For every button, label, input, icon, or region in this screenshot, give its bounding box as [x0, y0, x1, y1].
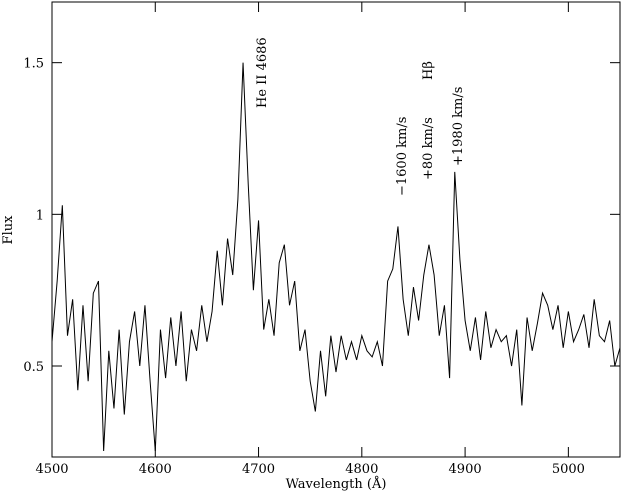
x-tick-label: 4800: [345, 462, 378, 477]
x-tick-label: 4900: [449, 462, 482, 477]
x-tick-label: 4600: [139, 462, 172, 477]
x-tick-label: 5000: [552, 462, 585, 477]
spectrum-line: [51, 62, 621, 451]
annotation: −1600 km/s: [395, 117, 410, 196]
annotation: +1980 km/s: [451, 87, 466, 166]
annotation: Hβ: [421, 61, 436, 80]
x-tick-label: 4700: [242, 462, 275, 477]
y-axis-label: Flux: [1, 215, 16, 245]
annotation: He II 4686: [255, 37, 270, 108]
y-tick-label: 0.5: [23, 360, 44, 375]
annotation: +80 km/s: [421, 117, 436, 180]
y-tick-label: 1.5: [23, 57, 44, 72]
plot-frame: [51, 1, 621, 458]
y-tick-label: 1: [36, 208, 44, 223]
x-tick-label: 4500: [35, 462, 68, 477]
x-axis-label: Wavelength (Å): [286, 476, 387, 492]
